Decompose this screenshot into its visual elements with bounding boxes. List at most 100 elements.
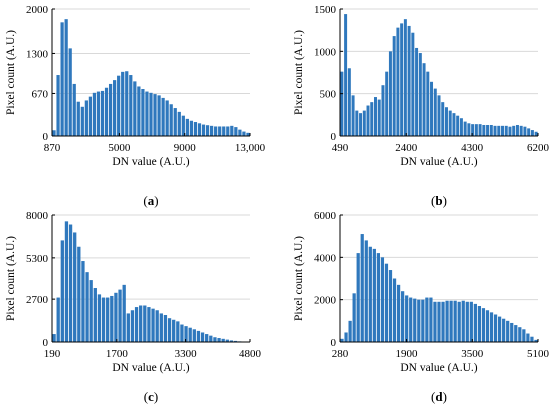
histogram-bar [77,247,80,342]
histogram-bar [198,123,201,136]
histogram-bar [145,92,148,136]
histogram-bar [348,321,351,342]
histogram-bar [355,111,358,136]
y-tick-label: 8000 [26,210,49,222]
histogram-bar [369,247,372,342]
x-axis-label: DN value (A.U.) [400,156,477,168]
y-axis-label: Pixel count (A.U.) [5,30,17,115]
histogram-bar [378,100,381,136]
histogram-bar [65,19,68,136]
y-tick-label: 500 [320,89,337,101]
panel-caption: (c) [144,389,158,404]
histogram-bar [168,318,171,342]
histogram-bar [520,126,523,136]
histogram-bar [166,100,169,136]
histogram-bar [522,329,525,342]
histogram-bar [464,122,467,136]
histogram-bar [101,91,104,136]
histogram-bar [162,98,165,136]
histogram-bar [344,332,347,342]
panel-caption: (d) [431,389,447,404]
histogram-bar [486,310,489,342]
histogram-bar [389,270,392,342]
histogram-bar [157,95,160,136]
histogram-bar [363,111,366,136]
histogram-bar [438,95,441,136]
histogram-bar [409,298,412,342]
histogram-bar [530,337,533,342]
histogram-bar [202,125,205,136]
histogram-bar [73,84,76,136]
histogram-bar [482,308,485,342]
histogram-bar [454,301,457,342]
histogram-bar [117,76,120,136]
histogram-bar [514,325,517,342]
x-tick-label: 2400 [395,142,418,154]
histogram-bar [147,307,150,342]
x-tick-label: 3300 [175,348,198,360]
histogram-bar [94,288,97,342]
histogram-bar [209,336,212,342]
histogram-bar [466,302,469,342]
histogram-bar [411,33,414,136]
histogram-bar [498,317,501,342]
histogram-bar [172,320,175,342]
histogram-bar [90,280,93,342]
histogram-bar [404,19,407,136]
histogram-bar [56,75,59,136]
x-tick-label: 190 [44,348,61,360]
histogram-bar [474,304,477,342]
histogram-bar [523,127,526,136]
histogram-bar [353,293,356,342]
x-tick-label: 280 [332,348,349,360]
histogram-bar [218,126,221,136]
histogram-bar [374,97,377,136]
histogram-bar [393,279,396,343]
histogram-bar [160,313,163,342]
histogram-bar [197,331,200,342]
histogram-bar [151,309,154,342]
histogram-bar [452,113,455,136]
histogram-bar [352,95,355,136]
histogram-bar [423,63,426,136]
histogram-bar [129,75,132,136]
histogram-bar [164,315,167,342]
histogram-bar [400,23,403,136]
histogram-bar [482,125,485,136]
x-tick-label: 9000 [174,142,197,154]
histogram-bar [397,285,400,342]
histogram-bar [456,116,459,136]
histogram-bar [490,125,493,136]
histogram-bar [494,314,497,342]
histogram-bar [174,108,177,136]
histogram-bar [434,89,437,136]
histogram-bar [450,301,453,342]
histogram-bar [419,53,422,136]
histogram-bar [340,72,343,136]
x-axis-label: DN value (A.U.) [112,156,189,168]
histogram-bar [65,221,68,342]
histogram-bar [121,72,124,136]
histogram-bar [210,126,213,136]
histogram-bar [486,125,489,136]
histogram-bar [429,298,432,342]
x-tick-label: 490 [332,142,349,154]
histogram-bar [357,253,360,342]
y-axis-label: Pixel count (A.U.) [293,30,305,115]
histogram-bar [365,240,368,342]
histogram-bar [516,125,519,136]
histogram-bar [213,337,216,342]
histogram-bar [471,124,474,136]
histogram-bar [510,323,513,342]
histogram-bar [497,126,500,136]
histogram-bar [81,261,84,342]
histogram-bar [445,301,448,342]
histogram-bar [441,302,444,342]
histogram-bar [441,102,444,136]
histogram-bar [89,97,92,136]
histogram-bar [408,26,411,136]
y-tick-label: 2000 [314,295,337,307]
x-tick-label: 5100 [527,348,550,360]
